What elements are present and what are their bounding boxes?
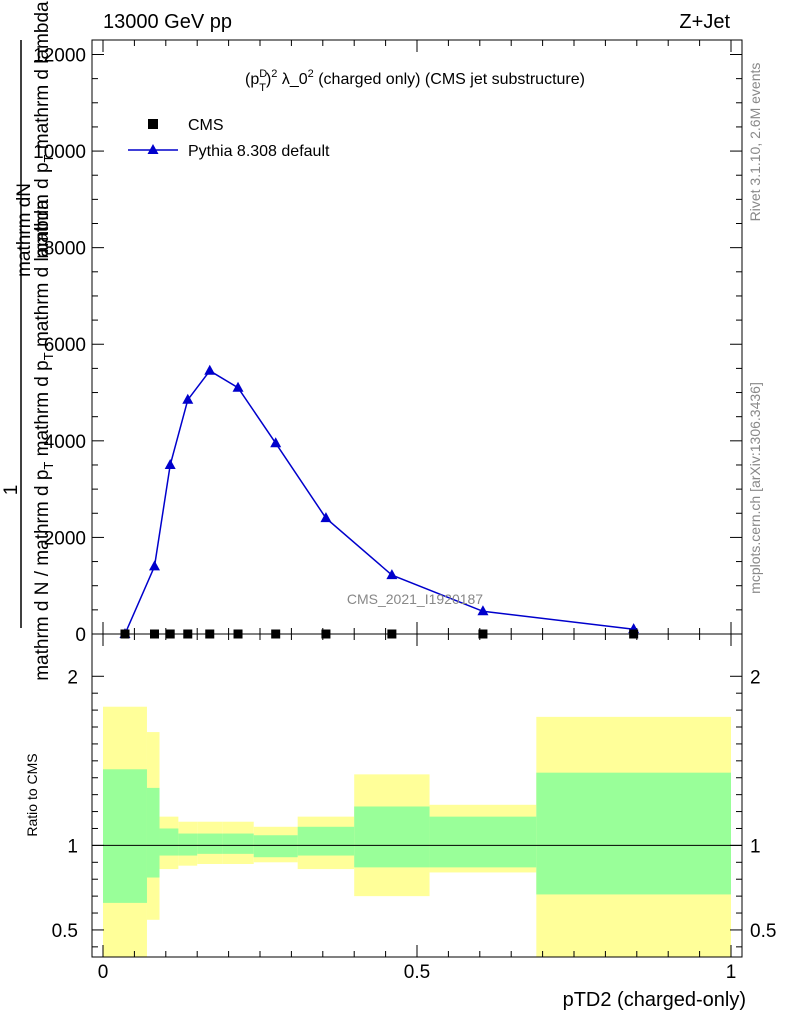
main-plot-ylabel: mathrm dN mathrm d pT mathrm d lambda 1 … [1, 1, 56, 681]
ratio-ytick-label-right: 2 [750, 667, 761, 688]
title-part-sub: T [259, 82, 266, 94]
header-energy-label: 13000 GeV pp [103, 11, 232, 33]
ylabel-den: mathrm d N / mathrm d pT mathrm d pT mat… [32, 199, 56, 681]
legend-mc-label: Pythia 8.308 default [188, 143, 330, 160]
mc-point [204, 364, 216, 375]
watermark-label: CMS_2021_I1920187 [347, 591, 483, 607]
mc-point [270, 437, 282, 448]
title-part-sup2: 2 [271, 68, 277, 80]
header-process-label: Z+Jet [679, 11, 730, 33]
ratio-plot-panel: 0.5 0.5 1 1 2 2 0 0.5 1 [52, 633, 776, 983]
ratio-inner-band [178, 833, 198, 856]
ratio-inner-band [159, 828, 179, 856]
xtick-label: 0 [98, 962, 109, 983]
title-part-rest: (charged only) (CMS jet substructure) [314, 71, 585, 88]
ytick-label: 8000 [44, 239, 86, 260]
ratio-ytick-label: 0.5 [52, 921, 78, 942]
ylabel-one: 1 [1, 485, 22, 496]
ratio-inner-band [222, 833, 254, 854]
ratio-inner-band [197, 833, 223, 854]
legend-cms-marker [148, 119, 158, 129]
ratio-inner-band [354, 806, 430, 868]
ratio-inner-band [429, 816, 537, 868]
ratio-ytick-label-right: 1 [750, 836, 761, 857]
ratio-inner-band [103, 769, 147, 903]
ytick-label: 0 [75, 625, 86, 646]
mc-point [182, 393, 194, 404]
mc-point [386, 569, 398, 580]
ytick-label: 6000 [44, 335, 86, 356]
mc-point [320, 512, 332, 523]
ytick-label: 2000 [44, 528, 86, 549]
mcplots-label: mcplots.cern.ch [arXiv:1306.3436] [747, 382, 763, 594]
ratio-inner-band [146, 787, 160, 878]
main-plot-panel: 0 2000 4000 6000 8000 10000 12000 (pD T)2 λ_02 … [33, 39, 743, 646]
ylabel-num: mathrm dN [14, 183, 35, 277]
title-part-sup3: 2 [308, 68, 314, 80]
xtick-label: 1 [726, 962, 737, 983]
title-part-close: ) [266, 71, 271, 88]
ratio-inner-band [536, 772, 731, 895]
legend-cms-label: CMS [188, 117, 224, 134]
ylabel-num2: mathrm d pT mathrm d lambda [32, 1, 56, 259]
ytick-label: 12000 [33, 45, 86, 66]
mc-point [232, 381, 244, 392]
ratio-plot-ticks: 0.5 0.5 1 1 2 2 0 0.5 1 [52, 633, 776, 983]
xaxis-label: pTD2 (charged-only) [563, 989, 746, 1011]
legend-mc-marker [147, 144, 159, 154]
legend: CMS Pythia 8.308 default [128, 117, 330, 160]
ratio-bands [92, 706, 742, 957]
rivet-version-label: Rivet 3.1.10, 2.6M events [747, 63, 763, 222]
xtick-label: 0.5 [404, 962, 430, 983]
mc-point [164, 458, 176, 469]
title-part-p: (p [245, 71, 259, 88]
mc-point [477, 605, 489, 616]
title-part-lambda: λ_0 [277, 71, 307, 88]
mc-point [148, 560, 160, 571]
main-plot-ticks: 0 2000 4000 6000 8000 10000 12000 [33, 39, 743, 646]
ytick-label: 10000 [33, 142, 86, 163]
ratio-inner-band [253, 835, 298, 858]
title-part-sup: D [259, 68, 267, 80]
ratio-ylabel: Ratio to CMS [24, 753, 40, 836]
ratio-ytick-label: 2 [67, 667, 78, 688]
ratio-ytick-label-right: 0.5 [750, 921, 776, 942]
ratio-inner-band [297, 826, 355, 856]
ratio-ytick-label: 1 [67, 836, 78, 857]
ytick-label: 4000 [44, 432, 86, 453]
main-plot-title: (pD T)2 λ_02 (charged only) (CMS jet subs… [245, 68, 585, 94]
